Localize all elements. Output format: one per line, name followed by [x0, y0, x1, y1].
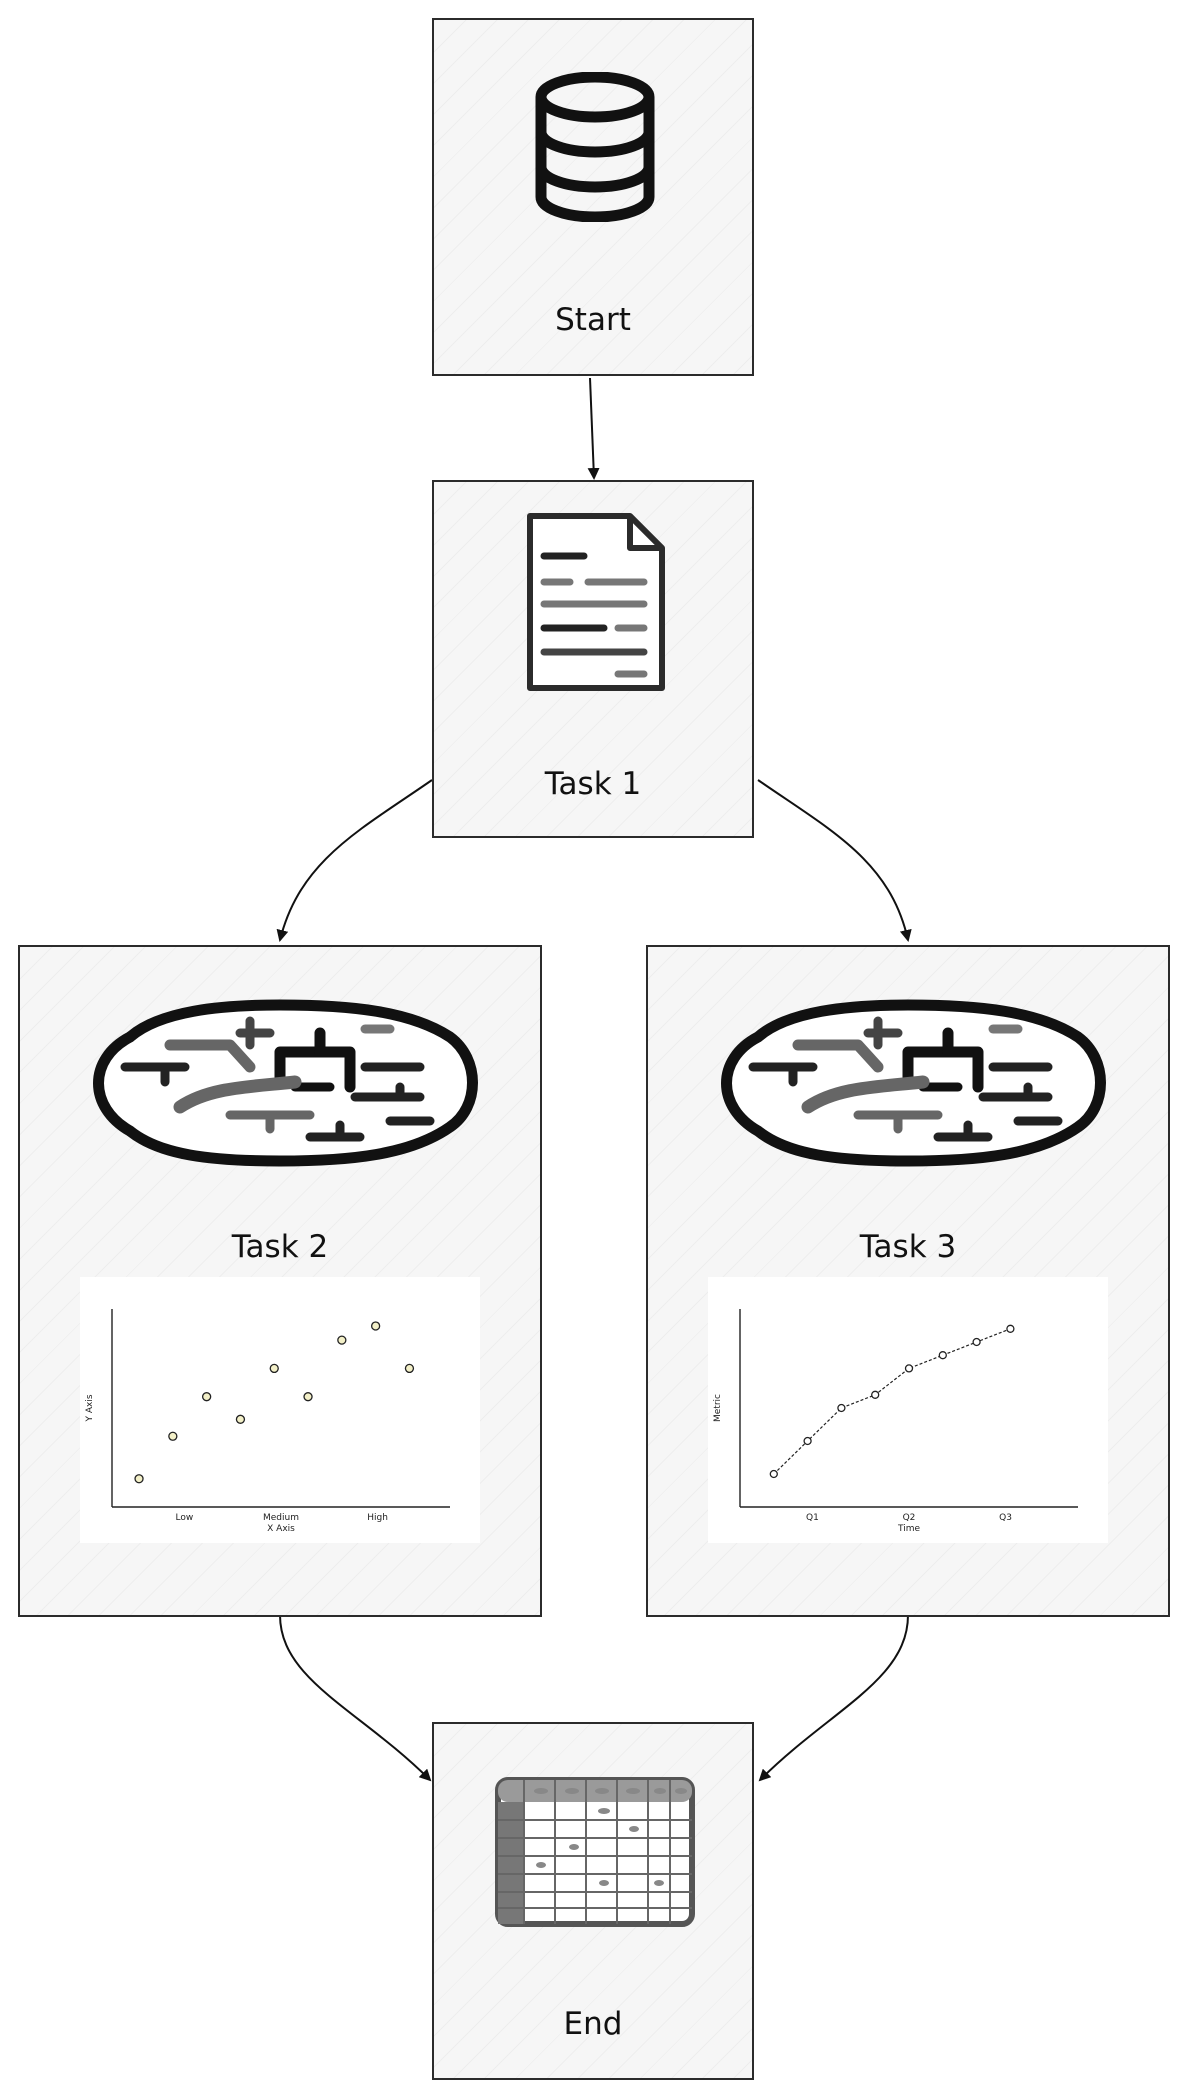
node-task3[interactable]: Task 3 Q1 Q2 Q3 Time Metric: [646, 945, 1170, 1617]
data-point: [871, 1390, 880, 1399]
node-label-task3: Task 3: [859, 1229, 957, 1265]
x-axis-label: Time: [897, 1524, 920, 1534]
node-label-task1: Task 1: [544, 766, 642, 802]
node-end[interactable]: End: [432, 1722, 754, 2080]
document-icon: [527, 513, 665, 691]
brain-icon: [93, 999, 478, 1167]
y-axis-label: Metric: [713, 1394, 723, 1422]
data-point: [370, 1321, 381, 1331]
x-axis-label: X Axis: [267, 1524, 295, 1534]
x-tick-label: Low: [176, 1513, 194, 1523]
scatter-chart: Low Medium High X Axis Y Axis: [85, 1309, 450, 1534]
node-task2[interactable]: Task 2 Low Medium High X Axis Y Axis: [18, 945, 542, 1617]
data-point: [938, 1351, 947, 1360]
edge-task1-task3: [757, 779, 912, 942]
line-chart: Q1 Q2 Q3 Time Metric: [713, 1309, 1078, 1534]
data-point: [168, 1431, 178, 1441]
data-point: [803, 1436, 812, 1446]
data-point: [837, 1403, 846, 1413]
x-tick-label: Medium: [263, 1513, 299, 1523]
series-line: [773, 1328, 1011, 1475]
y-axis-label: Y Axis: [85, 1394, 95, 1422]
brain-icon: [721, 999, 1106, 1167]
data-point: [404, 1363, 415, 1374]
edge-start-task1: [587, 377, 600, 480]
x-tick-label: Q3: [999, 1513, 1012, 1523]
node-start[interactable]: Start: [432, 18, 754, 376]
node-label-start: Start: [555, 302, 631, 338]
data-point: [235, 1414, 246, 1424]
data-point: [303, 1392, 313, 1402]
data-point: [972, 1337, 981, 1347]
edge-task2-end: [279, 1614, 432, 1782]
x-tick-label: Q1: [806, 1513, 819, 1523]
x-tick-label: High: [367, 1513, 388, 1523]
node-label-task2: Task 2: [231, 1229, 329, 1265]
data-point: [269, 1363, 279, 1374]
database-icon: [535, 72, 655, 222]
edge-task1-task2: [276, 779, 433, 942]
data-point: [769, 1469, 778, 1479]
x-tick-label: Q2: [903, 1513, 916, 1523]
edge-task3-end: [758, 1614, 909, 1782]
data-point: [1006, 1324, 1015, 1333]
node-label-end: End: [563, 2006, 623, 2042]
chart-card-task3: Q1 Q2 Q3 Time Metric: [708, 1277, 1108, 1543]
chart-card-task2: Low Medium High X Axis Y Axis: [80, 1277, 480, 1543]
spreadsheet-icon: [495, 1777, 695, 1927]
data-point: [201, 1392, 212, 1402]
data-point: [134, 1474, 144, 1484]
node-task1[interactable]: Task 1: [432, 480, 754, 838]
data-point: [904, 1364, 914, 1373]
data-point: [337, 1335, 347, 1345]
